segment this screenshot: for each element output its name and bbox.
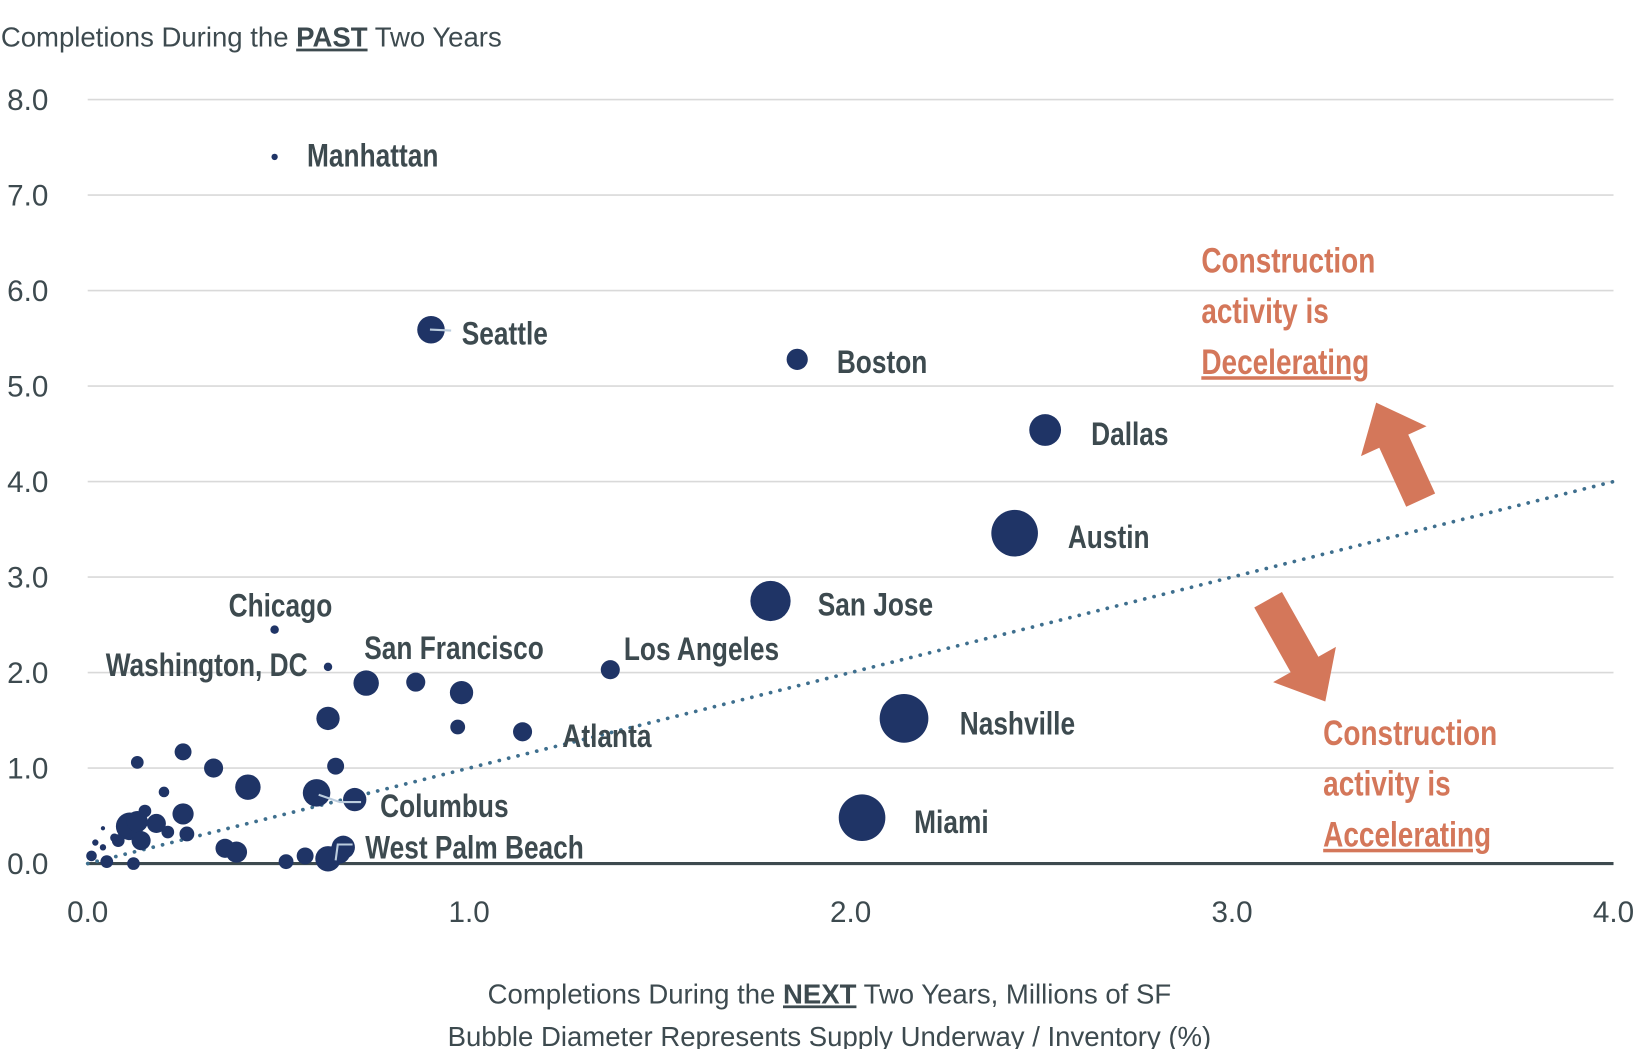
bubble-label: Nashville [960, 706, 1075, 742]
leader-line [318, 793, 362, 804]
bubble [302, 779, 331, 807]
bubble [316, 706, 340, 731]
y-tick-label: 3.0 [7, 562, 48, 595]
bubble [131, 831, 151, 851]
annotations: Construction activity is Decelerating Const… [1201, 240, 1497, 854]
annotation-emphasis: Accelerating [1323, 815, 1491, 855]
bubble [130, 755, 144, 769]
x-tick-label: 2.0 [830, 896, 871, 929]
bubble-washington-dc [323, 662, 333, 672]
bubble [406, 672, 426, 692]
y-tick-label: 5.0 [7, 371, 48, 404]
x-axis-subtitle: Bubble Diameter Represents Supply Underw… [448, 1021, 1212, 1049]
bubble-dallas [1029, 414, 1062, 446]
annotation-text: Construction [1323, 713, 1497, 753]
bubble-atlanta [513, 722, 533, 742]
bubble [328, 842, 351, 864]
bubble [327, 757, 345, 775]
x-tick-label: 0.0 [67, 896, 108, 929]
y-axis-title: Completions During the PAST Two Years [1, 22, 502, 53]
y-tick-label: 6.0 [7, 275, 48, 308]
x-axis-title: Completions During the NEXT Two Years, M… [488, 978, 1172, 1009]
bubble [225, 841, 248, 863]
x-tick-labels: 0.0 1.0 2.0 3.0 4.0 [67, 896, 1634, 929]
bubble [146, 813, 166, 833]
bubble-label: San Francisco [364, 630, 544, 666]
leader-line [429, 328, 452, 332]
bubble-label: Chicago [229, 588, 333, 624]
x-tick-label: 4.0 [1593, 896, 1634, 929]
y-tick-label: 4.0 [7, 466, 48, 499]
bubble [172, 803, 194, 825]
bubble [174, 743, 192, 761]
bubble-los-angeles [600, 660, 620, 680]
bubble [158, 786, 170, 798]
bubble [296, 847, 314, 865]
bubble-label: Los Angeles [624, 631, 779, 667]
y-tick-label: 2.0 [7, 657, 48, 690]
bubble [100, 826, 106, 831]
bubble-label: Seattle [462, 316, 548, 352]
bubble [92, 839, 99, 846]
bubble-label: San Jose [818, 587, 933, 623]
bubble-boston [786, 348, 808, 370]
y-tick-labels: 0.0 1.0 2.0 3.0 4.0 5.0 6.0 7.0 8.0 [7, 84, 48, 881]
bubbles [86, 153, 1062, 872]
bubble-miami [838, 794, 886, 842]
bubble-san-francisco [353, 670, 379, 696]
bubble-label: Washington, DC [106, 647, 308, 683]
bubble [99, 844, 107, 851]
gridlines [87, 98, 1614, 769]
annotation-text: Construction [1201, 240, 1375, 280]
bubble-manhattan [271, 153, 278, 161]
bubble-label: Columbus [380, 788, 508, 824]
y-tick-label: 7.0 [7, 180, 48, 213]
leader-line [334, 843, 353, 861]
bubble [110, 833, 119, 843]
bubble-san-jose [750, 580, 791, 622]
bubble-austin [991, 509, 1038, 557]
bubble-label: Miami [914, 804, 988, 840]
y-tick-label: 8.0 [7, 84, 48, 117]
trendline [85, 479, 1616, 866]
bubble-label: Manhattan [307, 138, 438, 174]
bubble [138, 804, 152, 818]
y-tick-label: 1.0 [7, 753, 48, 786]
arrow-up-icon [1360, 402, 1436, 507]
bubble-columbus [343, 787, 367, 812]
bubble-labels: Manhattan Seattle Boston Dallas Austin San Jo… [106, 138, 1169, 866]
bubble [179, 826, 195, 842]
bubble [204, 758, 224, 778]
bubble [100, 855, 114, 869]
bubble-nashville [879, 694, 929, 743]
annotation-text: activity is [1201, 291, 1328, 331]
bubble [127, 857, 140, 870]
bubble [450, 719, 466, 735]
bubble [235, 774, 261, 800]
bubble-label: Dallas [1091, 416, 1168, 452]
annotation-text: activity is [1323, 764, 1450, 804]
arrow-down-icon [1254, 591, 1336, 702]
bubble-label: Austin [1068, 519, 1150, 555]
bubble [86, 850, 97, 862]
y-tick-label: 0.0 [7, 848, 48, 881]
annotation-emphasis: Decelerating [1201, 342, 1369, 382]
x-tick-label: 3.0 [1211, 896, 1252, 929]
bubble-label: West Palm Beach [365, 830, 584, 866]
bubble [449, 680, 474, 705]
bubble-label: Atlanta [562, 718, 651, 754]
bubble-chicago [270, 625, 279, 634]
bubble [278, 854, 294, 870]
bubble [161, 825, 175, 839]
bubble-label: Boston [837, 344, 927, 380]
x-tick-label: 1.0 [449, 896, 490, 929]
